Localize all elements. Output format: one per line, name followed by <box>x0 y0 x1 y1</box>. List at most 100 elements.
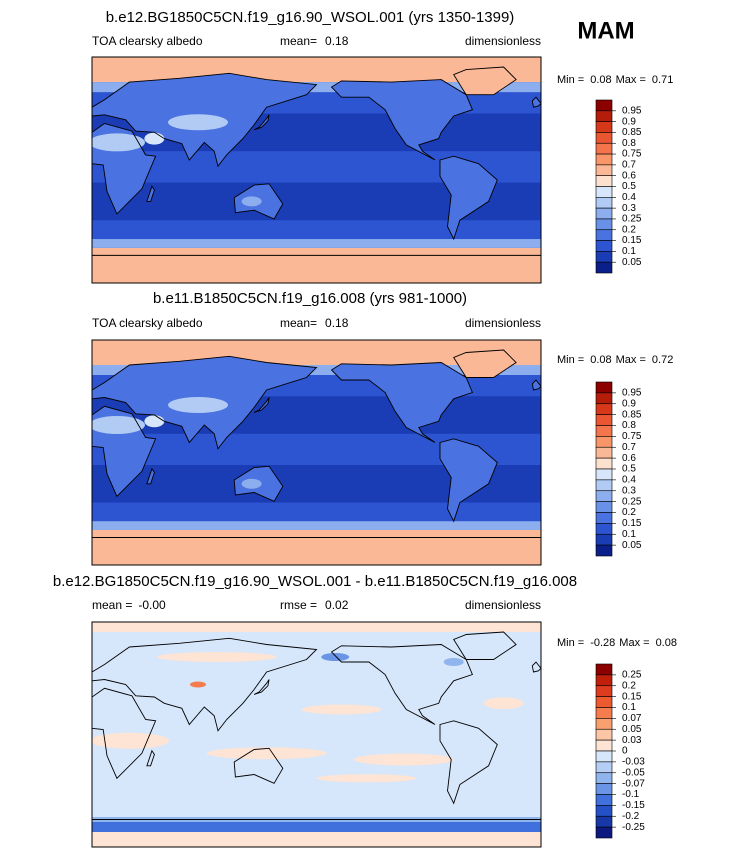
map-frame <box>91 56 542 284</box>
colorbar-label: 0.5 <box>622 181 636 192</box>
colorbar-box <box>595 685 613 697</box>
max-value: 0.08 <box>656 637 677 649</box>
hot-spot <box>190 681 207 688</box>
stat-label-text: mean= <box>280 34 317 48</box>
colorbar-box <box>595 512 613 524</box>
positive-patch <box>301 704 382 715</box>
map <box>92 340 541 565</box>
colorbar-label: 0.25 <box>622 670 642 681</box>
colorbar-box <box>595 815 613 828</box>
coastline <box>146 749 155 767</box>
colorbar-box <box>595 523 613 535</box>
units-label: dimensionless <box>465 598 541 612</box>
colorbar-label: 0.15 <box>622 518 642 529</box>
coastline <box>233 747 284 784</box>
land-fill <box>440 438 498 522</box>
australia-desert <box>241 196 262 207</box>
colorbar-label: 0.6 <box>622 453 636 464</box>
coastline <box>253 679 270 695</box>
mean-value: -0.00 <box>138 598 166 612</box>
colorbar-label: 0.4 <box>622 192 636 203</box>
panel: b.e11.B1850C5CN.f19_g16.008 (yrs 981-100… <box>91 290 673 566</box>
coastline <box>330 79 473 161</box>
colorbar-box <box>595 490 613 502</box>
colorbar-label: 0.15 <box>622 691 642 702</box>
colorbar-box <box>595 436 613 448</box>
stat-value: 0.02 <box>325 598 349 612</box>
colorbar-box <box>595 142 613 155</box>
panel-title: b.e12.BG1850C5CN.f19_g16.90_WSOL.001 - b… <box>53 573 577 590</box>
map-frame <box>91 621 542 848</box>
variable-label: TOA clearsky albedo <box>92 316 203 330</box>
colorbar-label: -0.1 <box>622 789 640 800</box>
colorbar-box <box>595 728 613 741</box>
coastline <box>453 349 517 378</box>
positive-patch <box>206 747 327 760</box>
colorbar-label: 0.85 <box>622 409 642 420</box>
colorbar-label: 0.25 <box>622 496 642 507</box>
stat-value: 0.18 <box>325 316 349 330</box>
antarctic-cap <box>92 832 541 847</box>
colorbar-box <box>595 121 613 133</box>
land-fill <box>440 156 498 240</box>
desert-fill <box>144 415 165 428</box>
australia-desert <box>241 478 262 489</box>
plateau-fill <box>168 397 229 413</box>
mean-label-text: mean = <box>92 598 132 612</box>
colorbar-label: 0 <box>622 746 628 757</box>
colorbar-box <box>595 674 613 687</box>
colorbar-box <box>595 457 613 470</box>
colorbar-box <box>595 132 613 144</box>
colorbar-label: 0.9 <box>622 398 636 409</box>
colorbar-box <box>595 501 613 513</box>
min-max: Min = -0.28 Max = 0.08 <box>557 637 677 649</box>
min-max: Min = 0.08 Max = 0.71 <box>557 74 673 86</box>
colorbar-label: -0.05 <box>622 767 645 778</box>
colorbar-label: 0.05 <box>622 257 642 268</box>
colorbar-box <box>595 544 613 557</box>
coastline <box>92 123 157 215</box>
positive-patch <box>92 732 170 749</box>
max-label: Max = <box>616 74 646 86</box>
panel-title: b.e11.B1850C5CN.f19_g16.008 (yrs 981-100… <box>153 290 467 307</box>
positive-patch <box>316 774 417 783</box>
stat-value: 0.18 <box>325 34 349 48</box>
arctic-band <box>92 82 541 93</box>
coastline <box>92 637 318 732</box>
colorbar-label: 0.07 <box>622 713 642 724</box>
colorbar-box <box>595 229 613 241</box>
coastline <box>453 631 517 660</box>
colorbar-box <box>595 718 613 730</box>
coastline <box>253 114 270 131</box>
coastline <box>92 687 157 780</box>
stat-label: rmse = 0.02 <box>280 598 349 612</box>
colorbar-label: 0.9 <box>622 116 636 127</box>
colorbar-box <box>595 783 613 795</box>
negative-patch <box>321 653 350 661</box>
land-fill <box>146 186 155 202</box>
colorbar-box <box>595 425 613 437</box>
variable-label: TOA clearsky albedo <box>92 34 203 48</box>
coastline <box>439 438 498 523</box>
colorbar-label: 0.1 <box>622 529 636 540</box>
colorbar-box <box>595 533 613 546</box>
colorbar-label: 0.6 <box>622 170 636 181</box>
desert-fill <box>92 133 145 152</box>
colorbar-label: 0.1 <box>622 246 636 257</box>
colorbar-label: 0.05 <box>622 724 642 735</box>
colorbar-label: 0.2 <box>622 507 636 518</box>
negative-patch <box>443 658 464 666</box>
polar-patch <box>92 622 541 632</box>
colorbar-box <box>595 186 613 198</box>
colorbar-label: -0.07 <box>622 778 645 789</box>
colorbar-label: 0.05 <box>622 540 642 551</box>
min-label: Min = <box>557 637 584 649</box>
map-frame <box>91 339 542 566</box>
storm-track-band <box>92 239 541 248</box>
colorbar-box <box>595 381 613 394</box>
min-value: 0.08 <box>590 354 611 366</box>
colorbar-box <box>595 197 613 209</box>
coastline <box>531 96 541 108</box>
min-value: 0.08 <box>590 74 611 86</box>
land-fill <box>331 79 473 160</box>
